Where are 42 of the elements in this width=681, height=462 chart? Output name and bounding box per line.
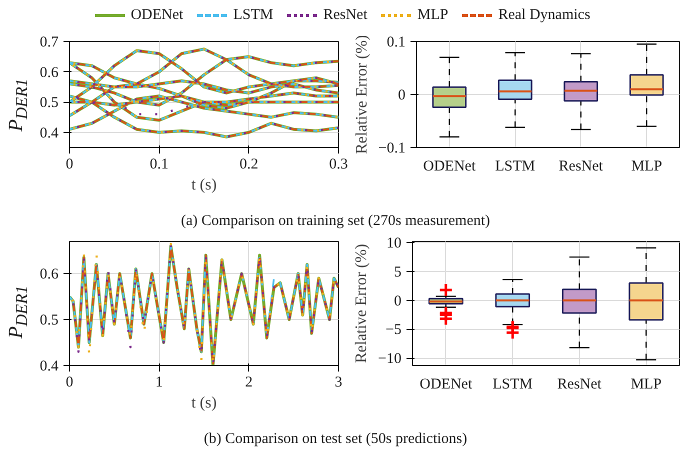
x-tick-label: ODENet xyxy=(420,376,473,392)
y-tick-label: 0 xyxy=(394,293,402,310)
y-tick-label: 5 xyxy=(394,264,402,280)
x-tick-label: LSTM xyxy=(495,158,536,174)
legend-label: LSTM xyxy=(233,7,274,23)
legend-label: ODENet xyxy=(130,7,184,23)
y-tick-label: 0.6 xyxy=(40,266,59,283)
y-tick-label: 10 xyxy=(386,236,402,252)
text: (b) Comparison on test set (50s predictions) xyxy=(202,430,468,449)
legend-label: MLP xyxy=(417,7,448,23)
y-tick-label: 0.4 xyxy=(40,358,59,374)
y-tick-label: −10 xyxy=(378,351,402,367)
x-tick-label: 3 xyxy=(334,374,342,390)
x-tick-label: 2 xyxy=(245,374,253,390)
x-axis-title: t (s) xyxy=(191,176,217,194)
x-tick-label: ResNet xyxy=(558,158,604,174)
y-tick-label: −0.1 xyxy=(378,140,406,156)
y-tick-label: 0.4 xyxy=(40,125,59,142)
y-tick-label: 0.7 xyxy=(40,34,59,50)
x-tick-label: MLP xyxy=(630,376,662,392)
text: (a) Comparison on training set (270s measurement) xyxy=(180,212,492,231)
x-tick-label: MLP xyxy=(631,158,662,174)
x-tick-label: 0 xyxy=(66,374,74,390)
y-tick-label: 0.1 xyxy=(386,34,406,50)
x-tick-label: 0.1 xyxy=(150,156,169,172)
x-tick-label: 0 xyxy=(66,156,74,172)
y-tick-label: −5 xyxy=(386,322,402,338)
x-tick-label: 1 xyxy=(155,374,163,390)
x-tick-label: ResNet xyxy=(557,376,602,392)
y-tick-label: 0.5 xyxy=(40,312,58,329)
y-tick-label: 0.6 xyxy=(40,64,59,81)
x-tick-label: 0.3 xyxy=(329,156,348,172)
x-tick-label: 0.2 xyxy=(239,156,258,172)
legend-label: Real Dynamics xyxy=(498,7,590,23)
y-tick-label: 0 xyxy=(398,88,406,104)
y-axis-title: Relative Error (%) xyxy=(353,34,370,154)
x-axis-title: t (s) xyxy=(191,394,217,412)
y-tick-label: 0.5 xyxy=(40,95,58,112)
y-axis-title: Relative Error (%) xyxy=(353,244,370,364)
x-tick-label: ODENet xyxy=(423,158,476,174)
legend-label: ResNet xyxy=(323,7,368,23)
x-tick-label: LSTM xyxy=(492,376,533,392)
